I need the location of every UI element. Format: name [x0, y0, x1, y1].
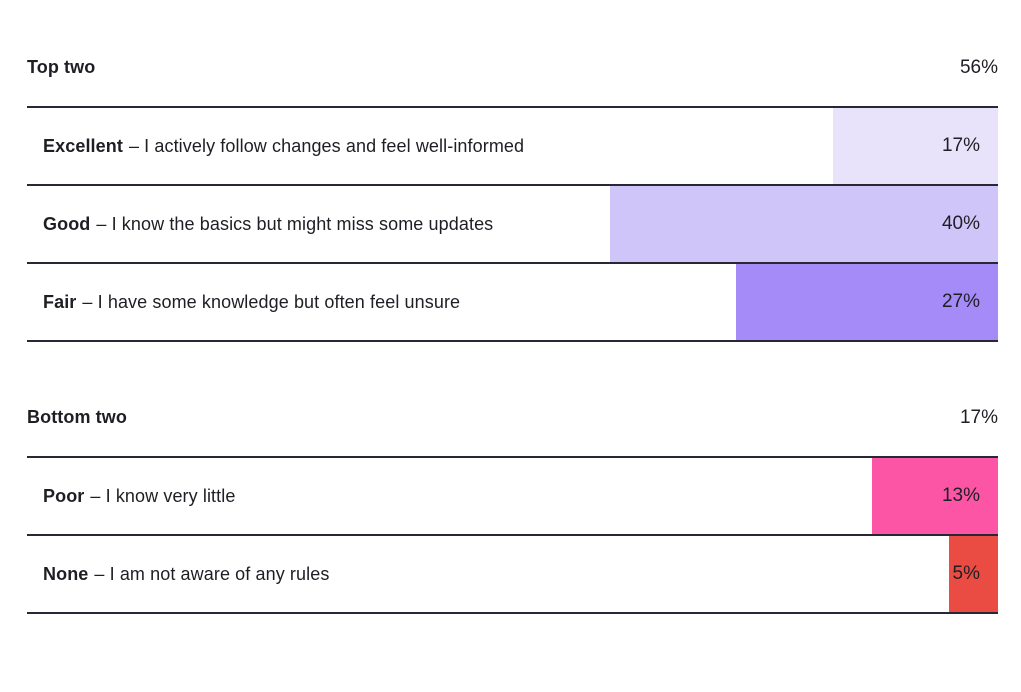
section-total-value: 56% [959, 57, 998, 78]
survey-bar-chart: Top two 56% 17% Excellent – I actively f… [27, 0, 998, 614]
row-category-label: Poor [43, 485, 85, 506]
section-header: Top two 56% [27, 54, 998, 80]
row-category-label: Good [43, 213, 91, 234]
bar-percent-label: 27% [941, 291, 980, 312]
bar-percent-label: 17% [941, 135, 980, 156]
row-description: – I actively follow changes and feel wel… [128, 135, 525, 156]
row-category-label: Excellent [43, 135, 123, 156]
section-title: Top two [27, 57, 96, 77]
value-bar: 13% [871, 458, 998, 534]
chart-row-excellent: 17% Excellent – I actively follow change… [27, 108, 998, 186]
rows-container: 13% Poor – I know very little 5% None – … [27, 456, 998, 614]
rows-container: 17% Excellent – I actively follow change… [27, 106, 998, 342]
section-header: Bottom two 17% [27, 404, 998, 430]
chart-row-good: 40% Good – I know the basics but might m… [27, 186, 998, 264]
row-text: None – I am not aware of any rules [27, 536, 998, 612]
chart-row-none: 5% None – I am not aware of any rules [27, 536, 998, 614]
section-title: Bottom two [27, 407, 127, 427]
row-text: Poor – I know very little [27, 458, 998, 534]
row-category-label: None [43, 563, 89, 584]
row-description: – I have some knowledge but often feel u… [82, 291, 461, 312]
section-top-two: Top two 56% 17% Excellent – I actively f… [27, 54, 998, 342]
value-bar: 27% [735, 264, 998, 340]
value-bar: 17% [832, 108, 998, 184]
value-bar: 5% [949, 536, 998, 612]
value-bar: 40% [609, 186, 998, 262]
row-description: – I know very little [90, 485, 236, 506]
row-description: – I know the basics but might miss some … [96, 213, 494, 234]
chart-row-poor: 13% Poor – I know very little [27, 458, 998, 536]
row-category-label: Fair [43, 291, 77, 312]
bar-percent-label: 40% [941, 213, 980, 234]
row-description: – I am not aware of any rules [94, 563, 330, 584]
chart-row-fair: 27% Fair – I have some knowledge but oft… [27, 264, 998, 342]
section-bottom-two: Bottom two 17% 13% Poor – I know very li… [27, 404, 998, 614]
bar-percent-label: 5% [952, 563, 980, 584]
bar-percent-label: 13% [941, 485, 980, 506]
section-total-value: 17% [959, 407, 998, 428]
